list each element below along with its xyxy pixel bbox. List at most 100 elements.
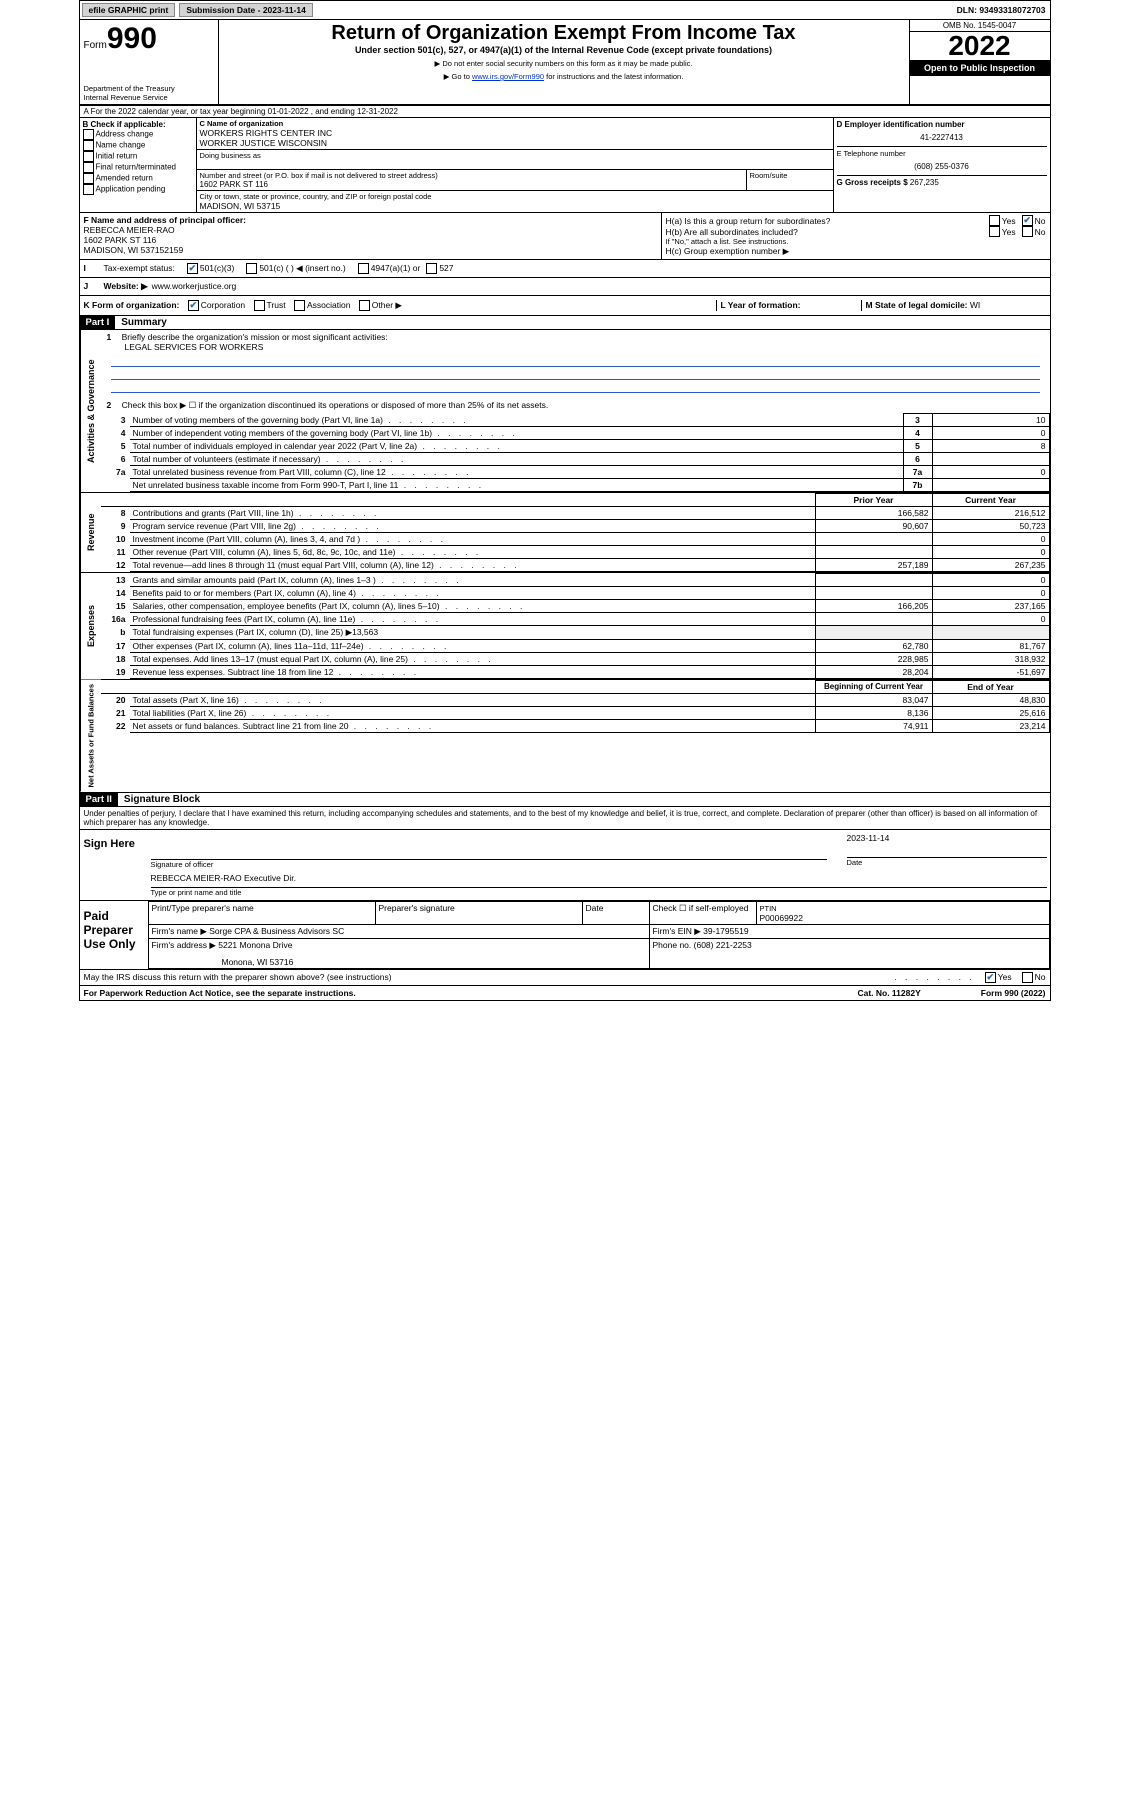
table-row: Net unrelated business taxable income fr… — [101, 479, 1050, 492]
website-value: www.workerjustice.org — [152, 281, 237, 292]
block-f-officer: F Name and address of principal officer:… — [80, 213, 662, 259]
501c3-checkbox[interactable] — [187, 263, 198, 274]
ein-value: 41-2227413 — [837, 133, 1047, 142]
footer-row: For Paperwork Reduction Act Notice, see … — [80, 986, 1050, 1000]
amended-return-checkbox[interactable] — [83, 173, 94, 184]
table-row: 8Contributions and grants (Part VIII, li… — [101, 507, 1050, 520]
submission-date-button[interactable]: Submission Date - 2023-11-14 — [179, 3, 313, 17]
org-name-2: WORKER JUSTICE WISCONSIN — [200, 138, 830, 148]
name-change-checkbox[interactable] — [83, 140, 94, 151]
table-row: 3Number of voting members of the governi… — [101, 414, 1050, 427]
firm-phone: (608) 221-2253 — [694, 940, 752, 950]
efile-print-button[interactable]: efile GRAPHIC print — [82, 3, 176, 17]
row-klm: K Form of organization: Corporation Trus… — [80, 296, 1050, 316]
paid-preparer-block: Paid Preparer Use Only Print/Type prepar… — [80, 901, 1050, 970]
block-d-ein: D Employer identification number 41-2227… — [834, 118, 1050, 212]
4947-checkbox[interactable] — [358, 263, 369, 274]
firm-address-2: Monona, WI 53716 — [222, 957, 646, 967]
part1-net-assets: Net Assets or Fund Balances Beginning of… — [80, 680, 1050, 793]
governance-table: 3Number of voting members of the governi… — [101, 413, 1050, 492]
table-row: 12Total revenue—add lines 8 through 11 (… — [101, 559, 1050, 572]
table-row: 10Investment income (Part VIII, column (… — [101, 533, 1050, 546]
table-row: 17Other expenses (Part IX, column (A), l… — [101, 640, 1050, 653]
sign-date: 2023-11-14 — [847, 833, 1047, 843]
block-b-checkboxes: B Check if applicable: Address change Na… — [80, 118, 197, 212]
row-i-tax-status: I Tax-exempt status: 501(c)(3) 501(c) ( … — [80, 260, 1050, 278]
part1-expenses: Expenses 13Grants and similar amounts pa… — [80, 573, 1050, 680]
discuss-yes-checkbox[interactable] — [985, 972, 996, 983]
form-title: Return of Organization Exempt From Incom… — [227, 22, 901, 45]
part1-governance: Activities & Governance 1 Briefly descri… — [80, 330, 1050, 493]
form-number: Form990 — [84, 22, 214, 56]
section-a-tax-year: A For the 2022 calendar year, or tax yea… — [80, 106, 1050, 118]
table-row: 11Other revenue (Part VIII, column (A), … — [101, 546, 1050, 559]
block-h-group: H(a) Is this a group return for subordin… — [662, 213, 1050, 259]
form-header: Form990 Department of the Treasury Inter… — [80, 20, 1050, 106]
revenue-table: Prior Year Current Year 8Contributions a… — [101, 493, 1050, 572]
form-subtitle-2: ▶ Do not enter social security numbers o… — [227, 59, 901, 68]
table-row: 21Total liabilities (Part X, line 26)8,1… — [101, 707, 1050, 720]
trust-checkbox[interactable] — [254, 300, 265, 311]
table-row: 9Program service revenue (Part VIII, lin… — [101, 520, 1050, 533]
net-assets-table: Beginning of Current Year End of Year 20… — [101, 680, 1050, 733]
side-label-governance: Activities & Governance — [80, 330, 101, 492]
block-c-org-info: C Name of organization WORKERS RIGHTS CE… — [197, 118, 834, 212]
side-label-net-assets: Net Assets or Fund Balances — [80, 680, 101, 792]
part-1-header: Part I Summary — [80, 316, 1050, 330]
form-subtitle-3: ▶ Go to www.irs.gov/Form990 for instruct… — [227, 72, 901, 81]
org-name-1: WORKERS RIGHTS CENTER INC — [200, 128, 830, 138]
discuss-no-checkbox[interactable] — [1022, 972, 1033, 983]
penalty-declaration: Under penalties of perjury, I declare th… — [80, 807, 1050, 830]
org-city: MADISON, WI 53715 — [200, 201, 830, 211]
officer-group-row: F Name and address of principal officer:… — [80, 213, 1050, 260]
open-public-badge: Open to Public Inspection — [910, 60, 1050, 76]
ha-no-checkbox[interactable] — [1022, 215, 1033, 226]
expenses-table: 13Grants and similar amounts paid (Part … — [101, 573, 1050, 679]
application-pending-checkbox[interactable] — [83, 184, 94, 195]
final-return-checkbox[interactable] — [83, 162, 94, 173]
firm-ein: 39-1795519 — [703, 926, 748, 936]
table-row: 6Total number of volunteers (estimate if… — [101, 453, 1050, 466]
part-2-header: Part II Signature Block — [80, 793, 1050, 807]
table-row: bTotal fundraising expenses (Part IX, co… — [101, 626, 1050, 640]
table-row: 16aProfessional fundraising fees (Part I… — [101, 613, 1050, 626]
table-row: 19Revenue less expenses. Subtract line 1… — [101, 666, 1050, 679]
dba-label: Doing business as — [200, 151, 830, 160]
side-label-revenue: Revenue — [80, 493, 101, 572]
form-container: efile GRAPHIC print Submission Date - 20… — [79, 0, 1051, 1001]
table-row: 14Benefits paid to or for members (Part … — [101, 587, 1050, 600]
part1-revenue: Revenue Prior Year Current Year 8Contrib… — [80, 493, 1050, 573]
table-row: 13Grants and similar amounts paid (Part … — [101, 574, 1050, 587]
table-row: 18Total expenses. Add lines 13–17 (must … — [101, 653, 1050, 666]
ha-yes-checkbox[interactable] — [989, 215, 1000, 226]
table-row: 15Salaries, other compensation, employee… — [101, 600, 1050, 613]
top-bar: efile GRAPHIC print Submission Date - 20… — [80, 1, 1050, 20]
irs-link[interactable]: www.irs.gov/Form990 — [472, 72, 544, 81]
ptin-value: P00069922 — [760, 913, 804, 923]
527-checkbox[interactable] — [426, 263, 437, 274]
corp-checkbox[interactable] — [188, 300, 199, 311]
firm-address-1: 5221 Monona Drive — [218, 940, 292, 950]
form-subtitle-1: Under section 501(c), 527, or 4947(a)(1)… — [227, 45, 901, 55]
address-change-checkbox[interactable] — [83, 129, 94, 140]
501c-checkbox[interactable] — [246, 263, 257, 274]
hb-no-checkbox[interactable] — [1022, 226, 1033, 237]
table-row: 22Net assets or fund balances. Subtract … — [101, 720, 1050, 733]
table-row: 20Total assets (Part X, line 16)83,04748… — [101, 694, 1050, 707]
dept-label: Department of the Treasury — [84, 84, 214, 93]
sign-here-block: Sign Here Signature of officer 2023-11-1… — [80, 830, 1050, 901]
hb-yes-checkbox[interactable] — [989, 226, 1000, 237]
officer-name: REBECCA MEIER-RAO Executive Dir. — [151, 873, 296, 887]
table-row: 7aTotal unrelated business revenue from … — [101, 466, 1050, 479]
org-address: 1602 PARK ST 116 — [200, 180, 743, 189]
assoc-checkbox[interactable] — [294, 300, 305, 311]
discuss-row: May the IRS discuss this return with the… — [80, 970, 1050, 986]
gross-receipts-value: 267,235 — [910, 178, 939, 187]
table-row: 5Total number of individuals employed in… — [101, 440, 1050, 453]
initial-return-checkbox[interactable] — [83, 151, 94, 162]
dln-label: DLN: 93493318072703 — [957, 5, 1050, 15]
other-checkbox[interactable] — [359, 300, 370, 311]
telephone-value: (608) 255-0376 — [837, 162, 1047, 171]
firm-name: Sorge CPA & Business Advisors SC — [209, 926, 344, 936]
mission-text: LEGAL SERVICES FOR WORKERS — [125, 342, 1044, 352]
